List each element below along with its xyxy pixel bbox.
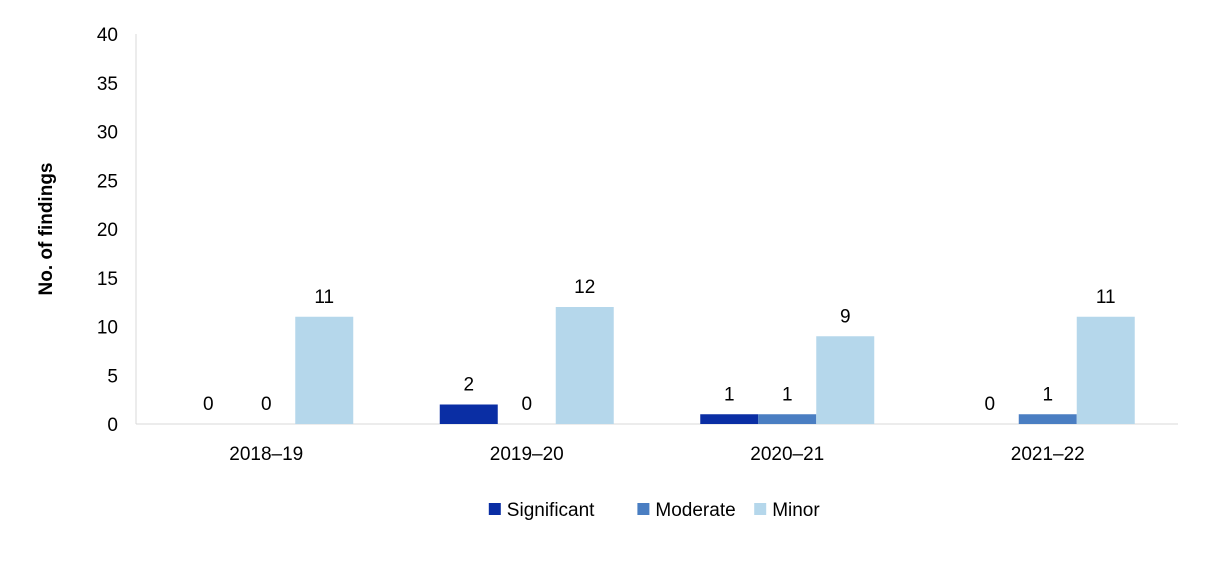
bar-minor-0 [295,316,354,424]
legend-item-minor: Minor [754,500,820,521]
x-tick-label: 2019–20 [490,444,564,465]
legend-swatch [488,503,501,515]
legend-swatch [754,503,767,515]
legend-swatch [637,503,650,515]
x-axis: 2018–19 2019–20 2020–21 2021–22 [136,423,1178,465]
bar-minor-1 [555,307,614,424]
bars-group [295,307,1135,424]
y-axis-title: No. of findings [36,163,57,296]
bar-significant-1 [439,404,498,424]
data-label: 1 [724,384,735,405]
legend: Significant Moderate Minor [488,500,820,521]
x-tick-label: 2020–21 [750,444,824,465]
y-tick-label: 5 [107,366,118,387]
y-tick-label: 30 [97,123,118,144]
data-label: 12 [574,277,595,298]
legend-item-significant: Significant [488,500,595,521]
bar-minor-3 [1076,316,1135,424]
data-label: 0 [203,394,214,415]
y-tick-label: 40 [97,25,118,46]
legend-item-moderate: Moderate [637,500,736,521]
data-label: 11 [1096,287,1116,308]
y-tick-label: 25 [97,171,118,192]
data-label: 11 [314,287,334,308]
y-tick-label: 35 [97,74,118,95]
y-tick-label: 0 [107,415,118,436]
y-tick-label: 10 [97,318,118,339]
y-tick-label: 20 [97,220,118,241]
data-label: 0 [261,394,272,415]
bar-moderate-2 [758,414,817,424]
bar-minor-2 [816,336,875,424]
y-axis: 0 5 10 15 20 25 30 35 40 [97,25,137,436]
bar-moderate-3 [1018,414,1077,424]
data-label: 1 [1042,384,1053,405]
legend-label: Minor [772,500,820,521]
legend-label: Significant [507,500,595,521]
data-label: 0 [984,394,995,415]
x-tick-label: 2018–19 [229,444,303,465]
x-tick-label: 2021–22 [1011,444,1085,465]
data-label: 1 [782,384,793,405]
data-label: 0 [521,394,532,415]
bar-significant-2 [700,414,759,424]
y-tick-label: 15 [97,269,118,290]
data-label: 9 [840,306,851,327]
legend-label: Moderate [655,500,735,521]
data-label: 2 [463,375,474,396]
